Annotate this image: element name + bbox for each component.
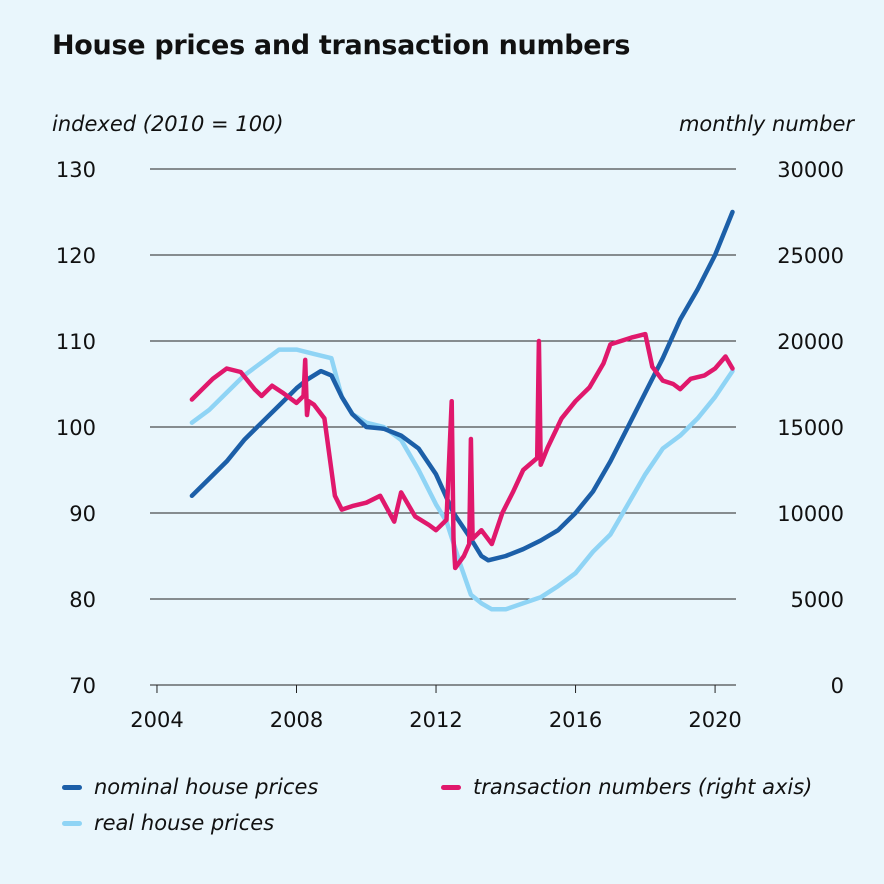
x-tick-label: 2016 — [549, 708, 602, 732]
right-tick-label: 15000 — [777, 416, 844, 440]
x-axis-ticks: 2004 2008 2012 2016 2020 — [130, 685, 742, 732]
legend-item-transactions: transaction numbers (right axis) — [441, 775, 812, 799]
gridlines — [150, 168, 736, 686]
right-tick-label: 10000 — [777, 502, 844, 526]
left-tick-label: 70 — [69, 674, 96, 698]
x-tick-label: 2004 — [130, 708, 183, 732]
right-tick-label: 30000 — [777, 158, 844, 182]
left-axis-ticks: 70 80 90 100 110 120 130 — [56, 158, 96, 698]
left-tick-label: 100 — [56, 416, 96, 440]
series-line-2 — [189, 331, 735, 571]
legend-swatch-nominal — [62, 784, 82, 790]
left-tick-label: 80 — [69, 588, 96, 612]
right-tick-label: 0 — [831, 674, 844, 698]
chart-title: House prices and transaction numbers — [52, 30, 631, 61]
legend-label-nominal: nominal house prices — [94, 775, 319, 799]
left-tick-label: 90 — [69, 502, 96, 526]
series-lines — [189, 209, 735, 612]
x-tick-label: 2020 — [688, 708, 741, 732]
right-tick-label: 25000 — [777, 244, 844, 268]
left-tick-label: 120 — [56, 244, 96, 268]
legend-swatch-transactions — [441, 784, 461, 790]
right-tick-label: 5000 — [791, 588, 844, 612]
x-tick-label: 2008 — [270, 708, 323, 732]
right-axis-label: monthly number — [678, 112, 854, 136]
left-tick-label: 130 — [56, 158, 96, 182]
legend-item-nominal: nominal house prices — [62, 775, 318, 799]
left-tick-label: 110 — [56, 330, 96, 354]
right-axis-ticks: 0 5000 10000 15000 20000 25000 30000 — [777, 158, 844, 698]
left-axis-label: indexed (2010 = 100) — [52, 112, 284, 136]
x-tick-label: 2012 — [409, 708, 462, 732]
right-tick-label: 20000 — [777, 330, 844, 354]
legend-swatch-real — [62, 820, 82, 826]
legend-label-real: real house prices — [94, 811, 275, 835]
legend-label-transactions: transaction numbers (right axis) — [473, 775, 813, 799]
legend-item-real: real house prices — [62, 811, 274, 835]
